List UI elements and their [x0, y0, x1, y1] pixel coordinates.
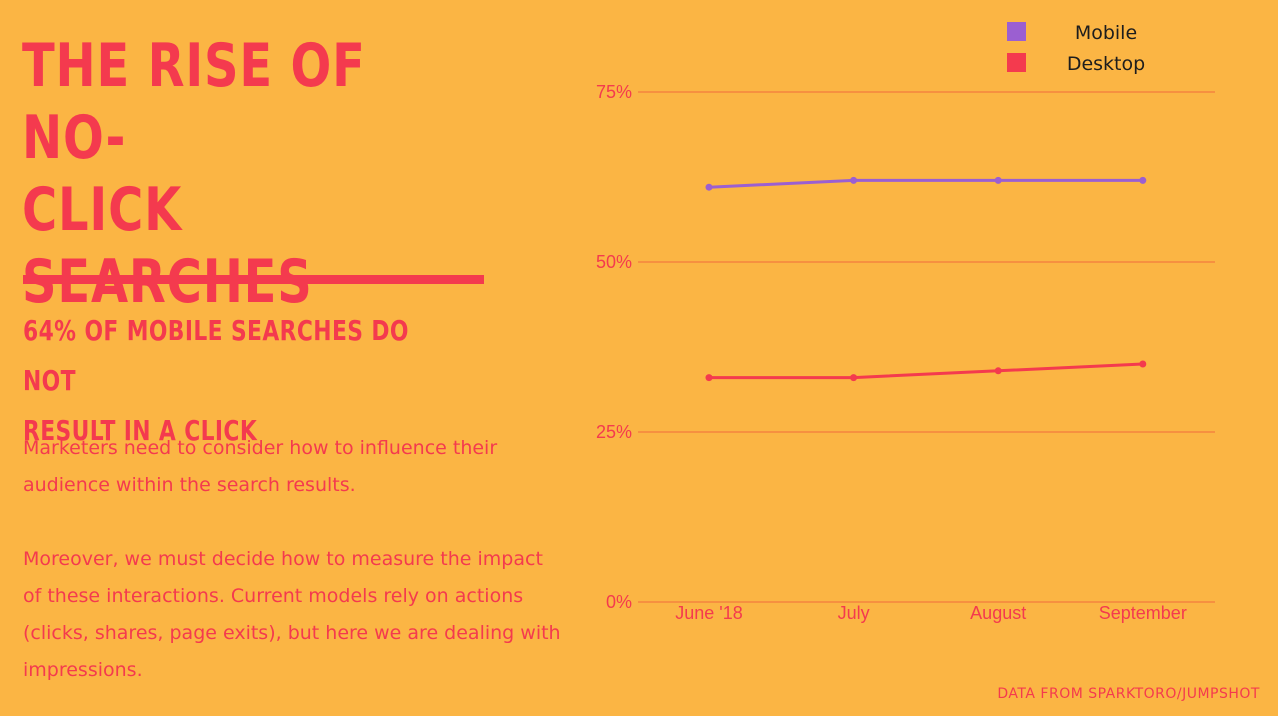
legend-label: Mobile [1075, 22, 1137, 44]
x-tick-label: July [838, 603, 870, 623]
subtitle: 64% of mobile searches do not result in … [23, 306, 460, 456]
y-tick-label: 75% [596, 82, 632, 102]
legend-item: Desktop [1007, 53, 1145, 75]
series-desktop [705, 360, 1147, 382]
body-paragraph-1: Marketers need to consider how to influe… [23, 437, 498, 496]
legend-label: Desktop [1067, 53, 1145, 75]
data-point [705, 374, 713, 382]
data-point [994, 176, 1002, 184]
page-title: THE RISE OF NO- CLICK SEARCHES [22, 30, 438, 318]
legend-item: Mobile [1007, 22, 1137, 44]
data-point [994, 367, 1002, 375]
line-chart: 0%25%50%75% June '18 July August September … [596, 22, 1215, 623]
series-line [708, 178, 1143, 189]
series-mobile [705, 176, 1147, 191]
legend-swatch [1007, 53, 1026, 72]
legend: Mobile Desktop [1007, 22, 1145, 75]
x-tick-label: June '18 [675, 603, 743, 623]
data-point [850, 176, 858, 184]
subtitle-line: 64% of mobile searches do not [23, 314, 409, 397]
body-paragraph-2: Moreover, we must decide how to measure … [23, 548, 561, 681]
data-point [850, 374, 858, 382]
source-credit: DATA FROM SPARKTORO/JUMPSHOT [997, 686, 1260, 702]
x-tick-label: August [970, 603, 1026, 623]
grid-lines [638, 91, 1215, 603]
data-point [1139, 176, 1147, 184]
data-point [705, 183, 713, 191]
subtitle-line: result in a click [23, 414, 258, 447]
title-line: THE RISE OF NO- [22, 31, 366, 173]
series-lines [705, 176, 1147, 382]
title-divider [23, 275, 484, 284]
data-point [1139, 360, 1147, 368]
y-axis-ticks: 0% 25% 50% 75% [596, 82, 632, 612]
x-axis-ticks: June '18 July August September [675, 603, 1187, 623]
y-tick-label: 50% [596, 252, 632, 272]
x-tick-label: September [1099, 603, 1187, 623]
y-tick-label: 25% [596, 422, 632, 442]
legend-swatch [1007, 22, 1026, 41]
y-tick-label: 0% [606, 592, 632, 612]
title-line: CLICK [22, 175, 183, 245]
series-line [709, 362, 1143, 380]
